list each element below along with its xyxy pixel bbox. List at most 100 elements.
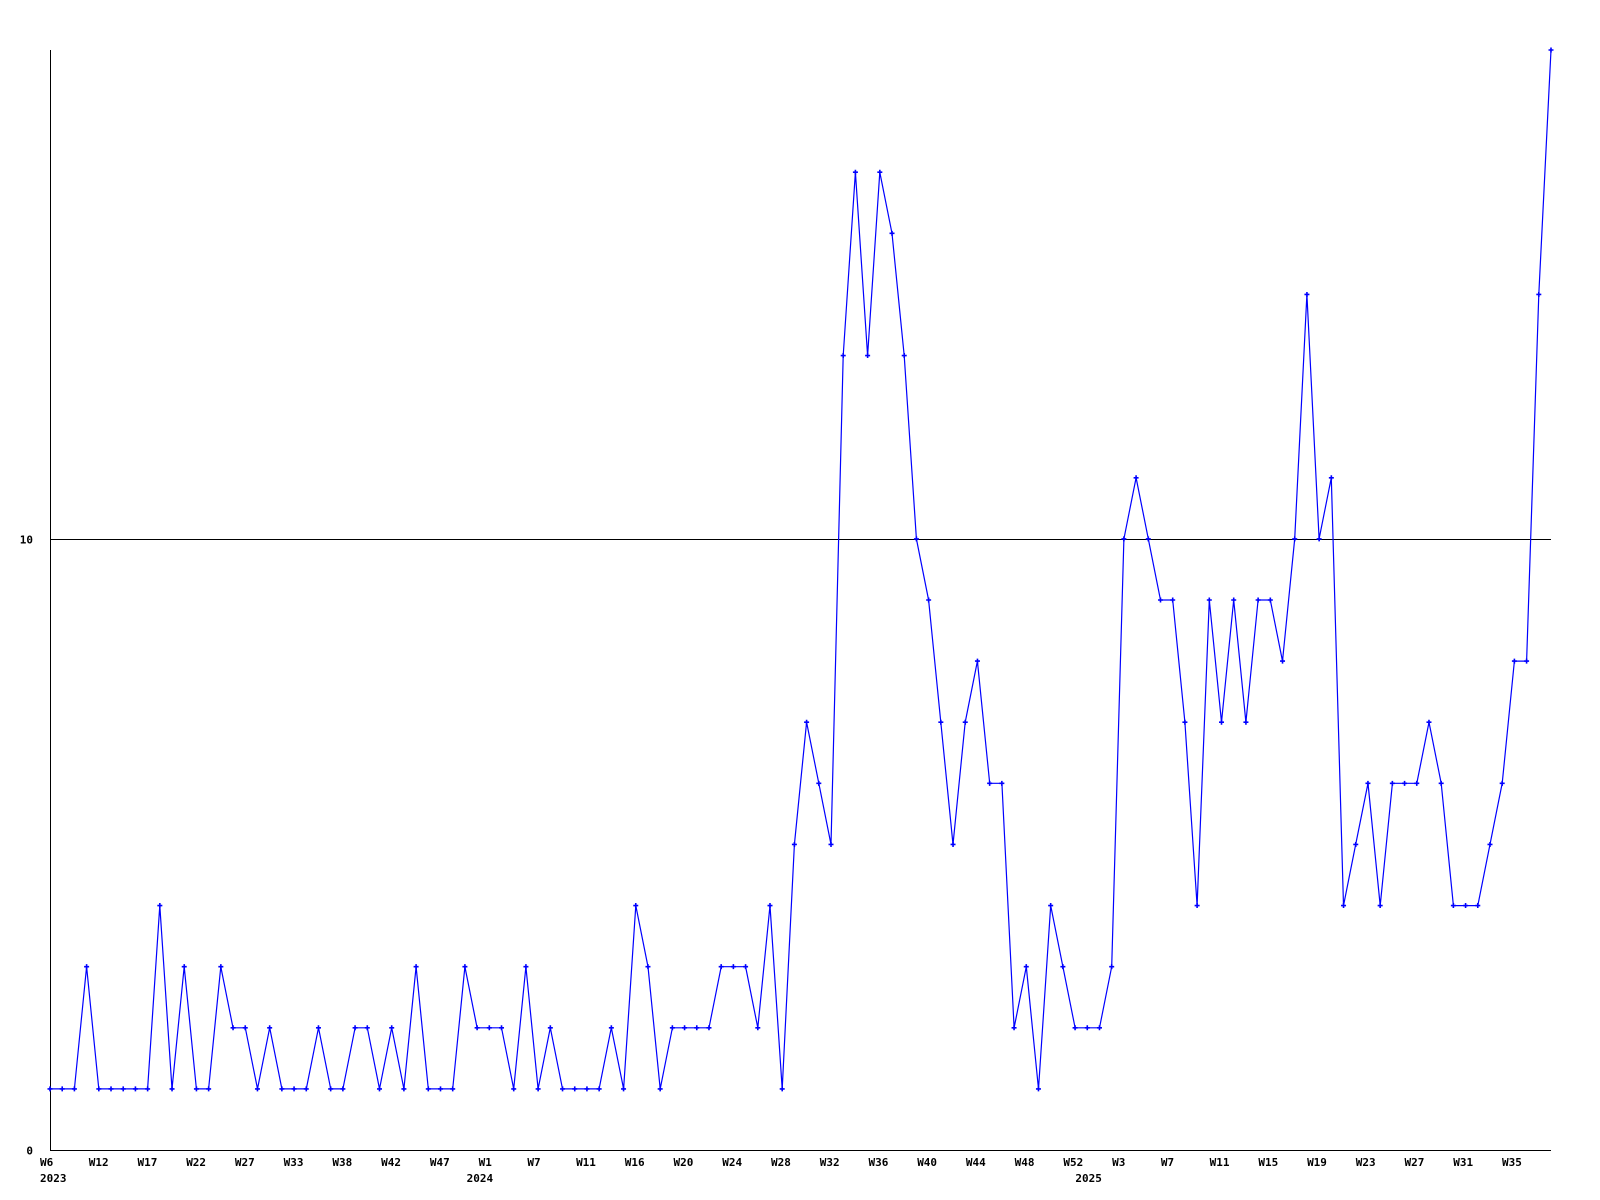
data-point: [1206, 597, 1212, 603]
data-point: [755, 1025, 761, 1031]
data-point: [1267, 597, 1273, 603]
year-label: 2025: [1075, 1172, 1102, 1185]
x-tick-label: W47: [430, 1156, 450, 1169]
x-tick-label: W24: [722, 1156, 742, 1169]
data-point: [999, 780, 1005, 786]
data-point: [1060, 964, 1066, 970]
data-point: [804, 719, 810, 725]
data-point: [120, 1086, 126, 1092]
data-point: [230, 1025, 236, 1031]
data-point: [1328, 475, 1334, 481]
data-point: [1133, 475, 1139, 481]
data-point: [1231, 597, 1237, 603]
data-point: [779, 1086, 785, 1092]
y-tick-labels: 0 10: [20, 534, 33, 1158]
x-tick-label: W52: [1063, 1156, 1083, 1169]
data-point: [926, 597, 932, 603]
data-point: [718, 964, 724, 970]
data-point: [1463, 903, 1469, 909]
data-point: [157, 903, 163, 909]
data-point: [401, 1086, 407, 1092]
data-point: [1084, 1025, 1090, 1031]
data-point: [340, 1086, 346, 1092]
x-tick-label: W7: [1161, 1156, 1174, 1169]
data-point: [425, 1086, 431, 1092]
data-point: [706, 1025, 712, 1031]
data-point: [840, 353, 846, 359]
data-point: [791, 841, 797, 847]
x-tick-label: W11: [576, 1156, 596, 1169]
data-point: [816, 780, 822, 786]
data-point: [1219, 719, 1225, 725]
data-point: [1389, 780, 1395, 786]
x-tick-label: W36: [868, 1156, 888, 1169]
data-point: [1048, 903, 1054, 909]
data-point: [1011, 1025, 1017, 1031]
data-point: [901, 353, 907, 359]
x-tick-label: W38: [332, 1156, 352, 1169]
data-point: [1536, 291, 1542, 297]
data-point: [1402, 780, 1408, 786]
data-point: [181, 964, 187, 970]
data-point: [730, 964, 736, 970]
data-point: [1121, 536, 1127, 542]
data-point: [413, 964, 419, 970]
year-labels: 2023 2024 2025: [40, 1172, 1102, 1185]
data-point: [1341, 903, 1347, 909]
data-point: [560, 1086, 566, 1092]
x-tick-label: W17: [137, 1156, 157, 1169]
data-point: [645, 964, 651, 970]
y-tick-label: 0: [26, 1145, 33, 1158]
series-group: [47, 47, 1554, 1092]
x-tick-label: W1: [479, 1156, 493, 1169]
data-point: [1548, 47, 1554, 53]
data-point: [352, 1025, 358, 1031]
data-point: [621, 1086, 627, 1092]
data-point: [1353, 841, 1359, 847]
data-point: [608, 1025, 614, 1031]
data-point: [486, 1025, 492, 1031]
data-point: [193, 1086, 199, 1092]
x-tick-label: W44: [966, 1156, 986, 1169]
x-tick-label: W3: [1112, 1156, 1125, 1169]
data-point: [852, 169, 858, 175]
data-point: [1414, 780, 1420, 786]
series-line: [50, 49, 1552, 1090]
data-point: [1255, 597, 1261, 603]
data-point: [96, 1086, 102, 1092]
data-point: [376, 1086, 382, 1092]
data-point: [474, 1025, 480, 1031]
data-point: [1524, 658, 1530, 664]
data-point: [584, 1086, 590, 1092]
data-point: [1280, 658, 1286, 664]
y-tick-label: 10: [20, 534, 33, 547]
year-label: 2024: [467, 1172, 494, 1185]
data-point: [291, 1086, 297, 1092]
data-point: [242, 1025, 248, 1031]
data-point: [499, 1025, 505, 1031]
data-point: [1158, 597, 1163, 603]
data-point: [1426, 719, 1432, 725]
data-point: [1109, 964, 1115, 970]
x-tick-label: W28: [771, 1156, 791, 1169]
x-tick-label: W20: [674, 1156, 694, 1169]
data-point: [974, 658, 980, 664]
x-tick-label: W19: [1307, 1156, 1327, 1169]
data-point: [1170, 597, 1176, 603]
data-point: [547, 1025, 553, 1031]
x-tick-label: W27: [235, 1156, 255, 1169]
data-point: [279, 1086, 285, 1092]
data-point: [59, 1086, 65, 1092]
x-tick-label: W7: [527, 1156, 540, 1169]
x-tick-label: W32: [820, 1156, 840, 1169]
data-point: [962, 719, 968, 725]
data-point: [1035, 1086, 1041, 1092]
data-point: [1096, 1025, 1102, 1031]
data-point: [438, 1086, 444, 1092]
x-tick-labels: W6 W12 W17 W22 W27 W33 W38 W42 W47 W1 W7 W11 W16 W20 W…: [40, 1156, 1522, 1169]
data-point: [267, 1025, 273, 1031]
data-point: [1450, 903, 1456, 909]
year-label: 2023: [40, 1172, 67, 1185]
x-tick-label: W48: [1015, 1156, 1035, 1169]
